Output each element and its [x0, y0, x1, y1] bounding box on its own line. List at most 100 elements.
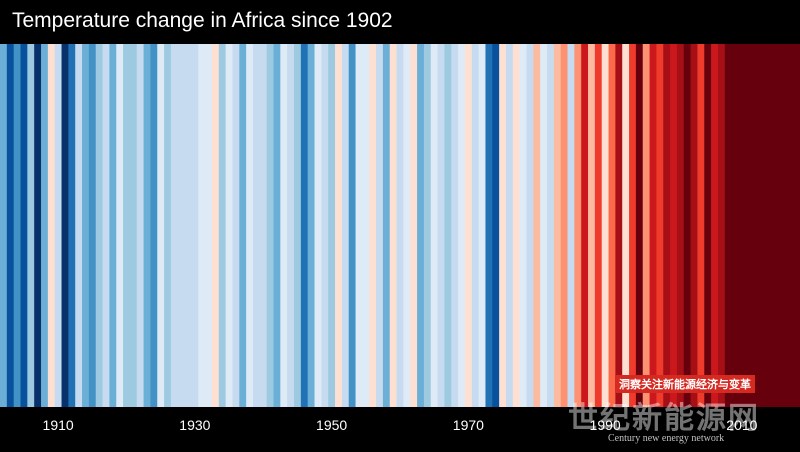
stripe-1938 [246, 44, 254, 407]
stripe-2015 [772, 44, 781, 407]
stripe-1919 [116, 44, 124, 407]
stripe-1927 [170, 44, 179, 407]
stripe-2011 [745, 44, 753, 407]
stripe-2004 [697, 44, 705, 407]
stripe-2008 [724, 44, 733, 407]
stripe-1924 [150, 44, 158, 407]
stripe-1958 [382, 44, 391, 407]
stripe-1916 [95, 44, 104, 407]
stripe-2016 [779, 44, 787, 407]
stripe-1940 [259, 44, 268, 407]
tick-label-1910: 1910 [42, 417, 74, 433]
tick-label-1930: 1930 [179, 417, 211, 433]
watermark-logo: 世纪新能源网 [568, 401, 760, 436]
stripe-1997 [649, 44, 658, 407]
stripe-2003 [690, 44, 699, 407]
stripe-2000 [670, 44, 678, 407]
stripe-1936 [232, 44, 240, 407]
stripe-1961 [403, 44, 411, 407]
stripe-1947 [307, 44, 316, 407]
stripe-1963 [417, 44, 425, 407]
stripe-1974 [492, 44, 500, 407]
stripe-1933 [211, 44, 220, 407]
stripe-1957 [376, 44, 384, 407]
stripe-2017 [786, 44, 794, 407]
stripe-1980 [533, 44, 541, 407]
stripe-1983 [553, 44, 562, 407]
stripe-1964 [423, 44, 432, 407]
stripe-1942 [273, 44, 281, 407]
stripe-1907 [34, 44, 42, 407]
stripe-2013 [758, 44, 767, 407]
stripe-1977 [512, 44, 521, 407]
stripe-1926 [164, 44, 172, 407]
stripe-1973 [485, 44, 493, 407]
stripe-1934 [218, 44, 227, 407]
stripe-1965 [430, 44, 439, 407]
stripe-1937 [239, 44, 247, 407]
stripe-1918 [109, 44, 117, 407]
stripe-1946 [300, 44, 309, 407]
stripe-1998 [656, 44, 664, 407]
stripe-1948 [314, 44, 322, 407]
stripe-2005 [704, 44, 712, 407]
stripe-1935 [225, 44, 234, 407]
warming-stripes [0, 44, 800, 407]
stripe-1982 [547, 44, 555, 407]
stripe-1929 [184, 44, 193, 407]
stripe-1910 [54, 44, 63, 407]
stripe-1902 [0, 44, 8, 407]
stripe-1906 [27, 44, 35, 407]
stripe-1960 [396, 44, 405, 407]
stripe-1975 [499, 44, 507, 407]
stripe-1909 [47, 44, 56, 407]
stripe-1981 [540, 44, 548, 407]
stripe-1962 [410, 44, 418, 407]
stripe-1967 [444, 44, 452, 407]
x-axis: 1910 1930 1950 1970 1990 2010 [0, 407, 800, 452]
stripe-1956 [369, 44, 377, 407]
stripe-2001 [676, 44, 685, 407]
tick-label-1950: 1950 [316, 417, 348, 433]
stripe-1954 [355, 44, 363, 407]
stripe-1988 [588, 44, 596, 407]
stripe-1951 [335, 44, 343, 407]
stripe-1908 [41, 44, 49, 407]
stripe-1995 [635, 44, 644, 407]
stripe-1990 [601, 44, 610, 407]
stripe-2009 [731, 44, 740, 407]
stripe-1950 [328, 44, 336, 407]
stripe-1922 [136, 44, 145, 407]
stripe-1986 [574, 44, 582, 407]
stripe-1917 [102, 44, 111, 407]
stripe-1903 [6, 44, 15, 407]
stripe-1905 [20, 44, 28, 407]
stripe-2006 [711, 44, 719, 407]
stripe-1925 [157, 44, 165, 407]
stripe-1931 [198, 44, 206, 407]
stripe-1915 [88, 44, 97, 407]
stripe-1989 [594, 44, 603, 407]
stripe-1966 [437, 44, 446, 407]
stripe-1928 [177, 44, 186, 407]
stripe-1971 [471, 44, 480, 407]
stripe-1921 [129, 44, 138, 407]
stripe-2018 [793, 44, 800, 407]
stripe-1968 [451, 44, 459, 407]
stripe-1939 [252, 44, 261, 407]
stripe-1943 [280, 44, 288, 407]
stripe-1932 [205, 44, 213, 407]
stripe-1930 [191, 44, 199, 407]
stripe-1987 [581, 44, 589, 407]
tick-label-1970: 1970 [452, 417, 484, 433]
stripe-2002 [683, 44, 692, 407]
stripe-2007 [717, 44, 726, 407]
stripe-1991 [608, 44, 616, 407]
stripe-1959 [389, 44, 398, 407]
stripe-1953 [348, 44, 357, 407]
stripe-1911 [61, 44, 69, 407]
chart-title: Temperature change in Africa since 1902 [12, 9, 393, 32]
stripe-1985 [567, 44, 575, 407]
stripe-1955 [362, 44, 370, 407]
stripe-2010 [738, 44, 746, 407]
